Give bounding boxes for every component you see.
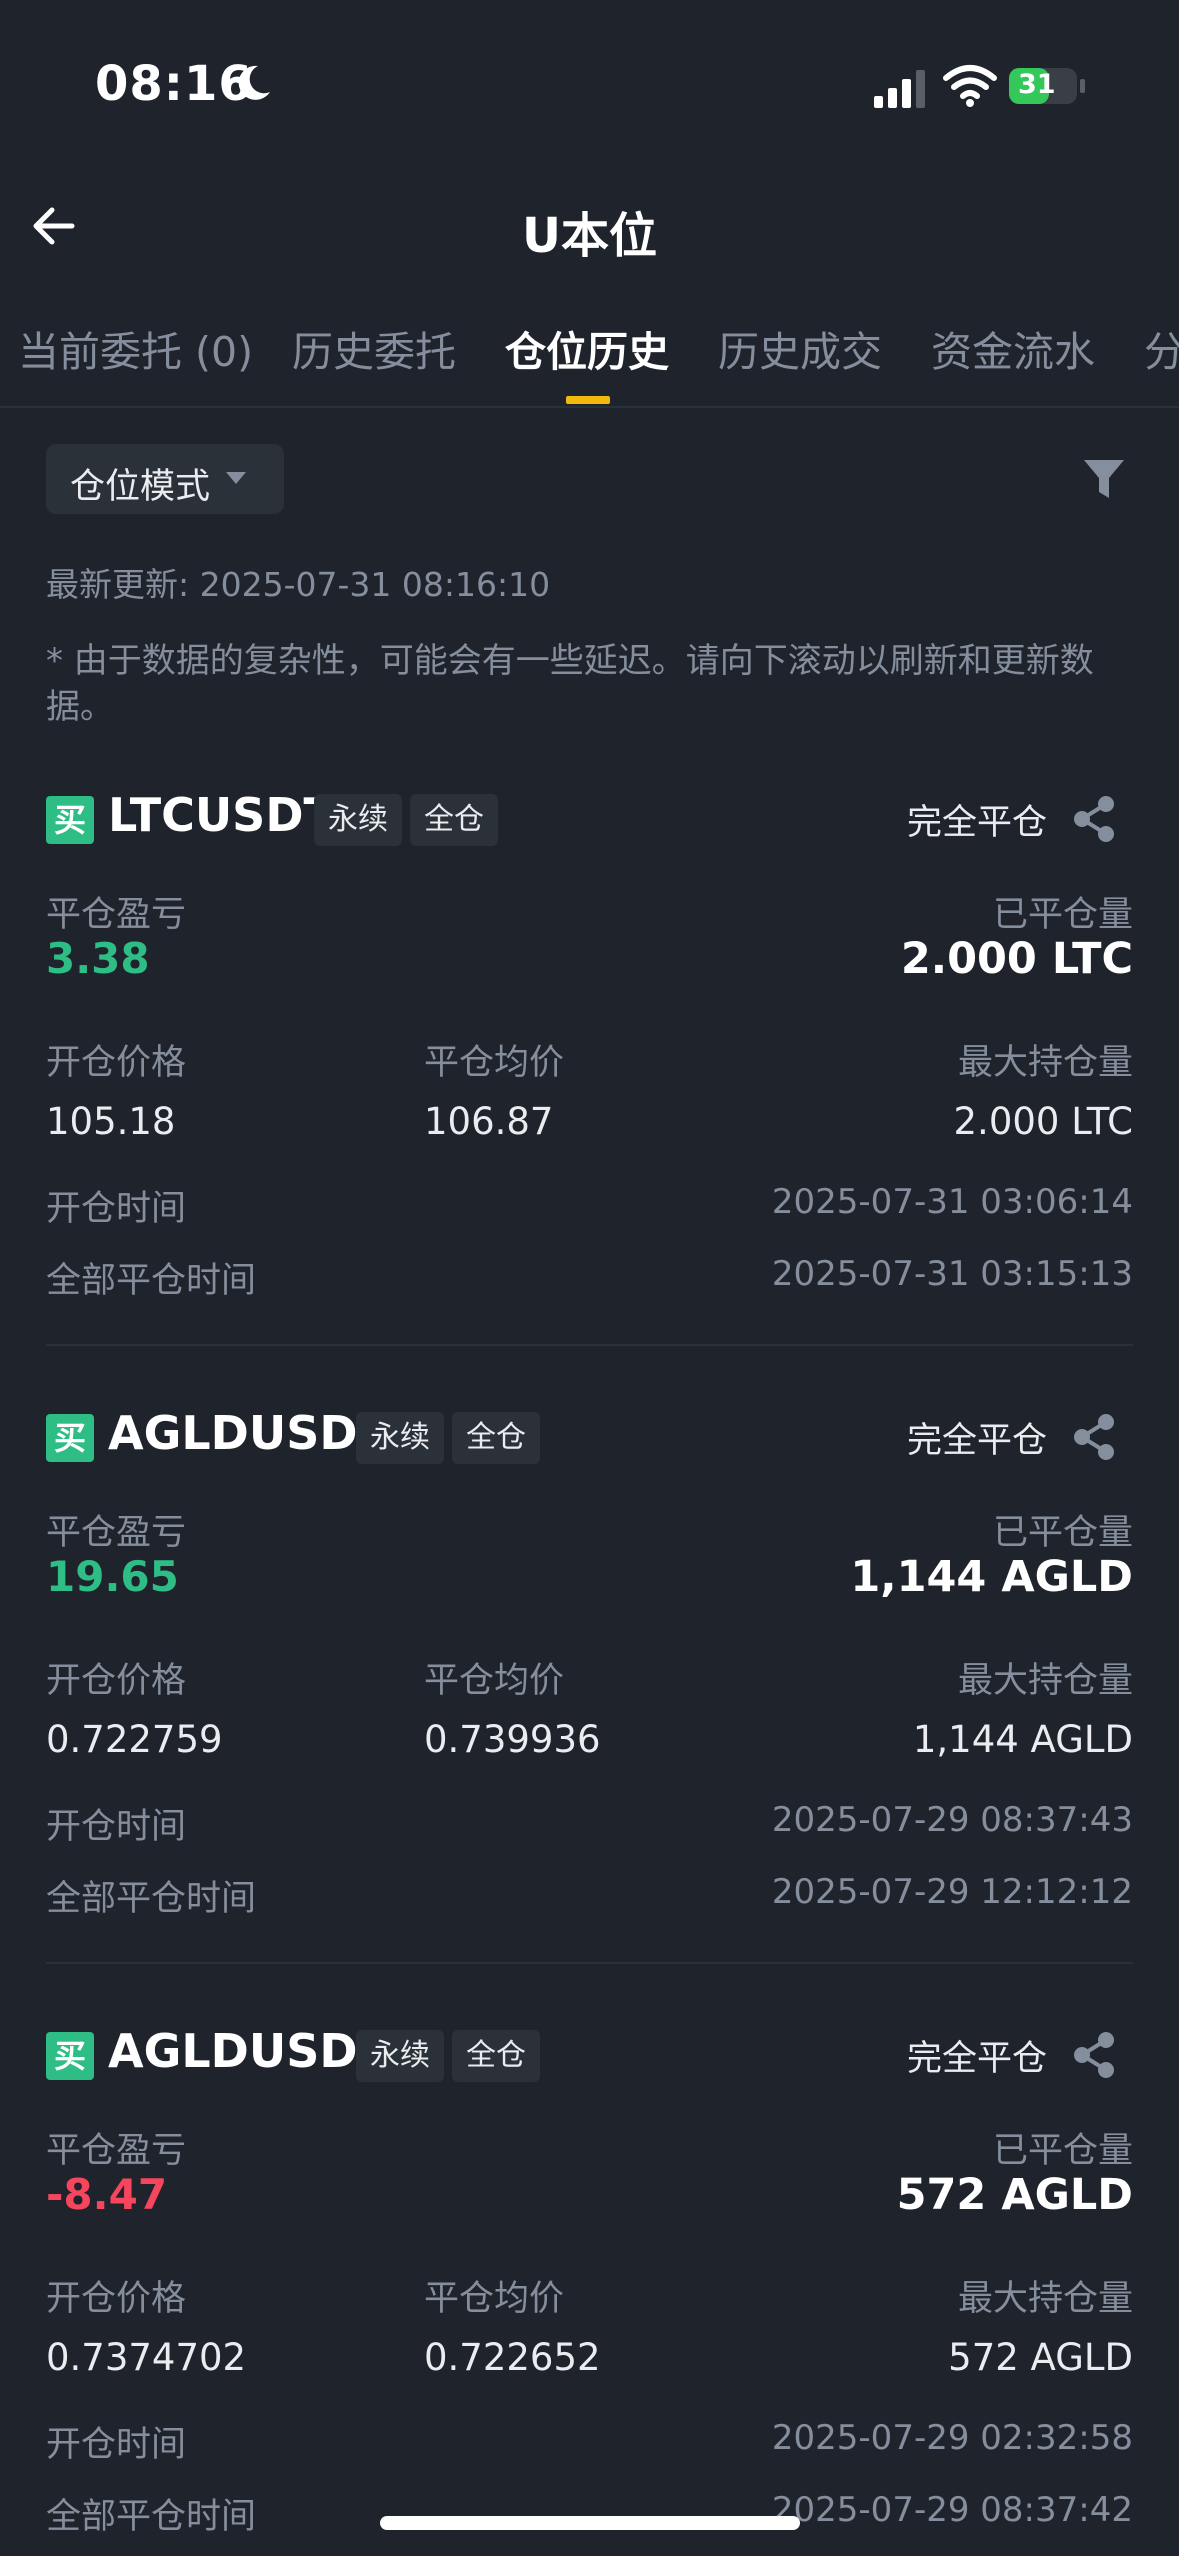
- pnl-label: 平仓盈亏: [46, 895, 187, 935]
- close-time: 2025-07-31 03:15:13: [771, 1254, 1133, 1294]
- open-price-label: 开仓价格: [46, 1661, 187, 1701]
- max-qty-label: 最大持仓量: [957, 2279, 1133, 2319]
- divider: [0, 406, 1179, 408]
- max-qty-label: 最大持仓量: [957, 1043, 1133, 1083]
- close-avg-price: 106.87: [424, 1100, 554, 1143]
- tab-transaction-history[interactable]: 资金流水: [931, 328, 1095, 376]
- close-avg-label: 平仓均价: [424, 1661, 565, 1701]
- battery-icon: 31: [1008, 66, 1088, 106]
- max-position-qty: 2.000 LTC: [953, 1100, 1133, 1143]
- share-icon[interactable]: [1070, 1412, 1118, 1462]
- symbol: AGLDUSDT: [108, 2024, 389, 2078]
- wifi-icon: [943, 65, 997, 107]
- close-time-label: 全部平仓时间: [46, 1879, 257, 1919]
- open-time: 2025-07-29 02:32:58: [771, 2418, 1133, 2458]
- close-status: 完全平仓: [906, 1421, 1047, 1461]
- close-time: 2025-07-29 08:37:42: [771, 2490, 1133, 2530]
- open-time-label: 开仓时间: [46, 1189, 187, 1229]
- status-time: 08:16: [95, 56, 253, 112]
- close-time: 2025-07-29 12:12:12: [771, 1872, 1133, 1912]
- close-avg-price: 0.739936: [424, 1718, 601, 1761]
- back-arrow-icon[interactable]: [28, 200, 80, 252]
- buy-badge: 买: [46, 796, 94, 844]
- tab-trade-history[interactable]: 历史成交: [718, 328, 882, 376]
- tab-more[interactable]: 分: [1144, 328, 1179, 376]
- card-divider: [46, 1344, 1133, 1346]
- close-time-label: 全部平仓时间: [46, 2497, 257, 2537]
- open-price: 0.7374702: [46, 2336, 247, 2379]
- tab-current-orders[interactable]: 当前委托 (0): [18, 328, 254, 376]
- close-status: 完全平仓: [906, 803, 1047, 843]
- share-icon[interactable]: [1070, 2030, 1118, 2080]
- open-time-label: 开仓时间: [46, 2425, 187, 2465]
- closed-qty-label: 已平仓量: [992, 895, 1133, 935]
- buy-badge: 买: [46, 1414, 94, 1462]
- tab-bar: 当前委托 (0) 历史委托 仓位历史 历史成交 资金流水 分: [0, 318, 1179, 408]
- close-avg-price: 0.722652: [424, 2336, 601, 2379]
- open-time-label: 开仓时间: [46, 1807, 187, 1847]
- closed-qty-label: 已平仓量: [992, 2131, 1133, 2171]
- position-card[interactable]: 买 AGLDUSDT 永续 全仓 完全平仓 平仓盈亏 已平仓量 -8.47 57…: [0, 2012, 1179, 2556]
- cellular-signal-icon: [874, 70, 925, 108]
- max-position-qty: 1,144 AGLD: [912, 1718, 1133, 1761]
- closed-quantity: 572 AGLD: [896, 2170, 1133, 2220]
- open-price: 0.722759: [46, 1718, 223, 1761]
- battery-level: 31: [1018, 69, 1056, 100]
- closed-qty-label: 已平仓量: [992, 1513, 1133, 1553]
- page-title: U本位: [522, 208, 657, 264]
- closed-quantity: 2.000 LTC: [900, 934, 1133, 984]
- open-price: 105.18: [46, 1100, 176, 1143]
- position-card[interactable]: 买 LTCUSDT 永续 全仓 完全平仓 平仓盈亏 已平仓量 3.38 2.00…: [0, 776, 1179, 1336]
- close-avg-label: 平仓均价: [424, 1043, 565, 1083]
- symbol: AGLDUSDT: [108, 1406, 389, 1460]
- close-status: 完全平仓: [906, 2039, 1047, 2079]
- share-icon[interactable]: [1070, 794, 1118, 844]
- realized-pnl: 3.38: [46, 934, 150, 983]
- tab-position-history[interactable]: 仓位历史: [505, 328, 669, 376]
- data-delay-notice: * 由于数据的复杂性，可能会有一些延迟。请向下滚动以刷新和更新数据。: [46, 641, 1094, 727]
- filter-icon[interactable]: [1082, 456, 1126, 502]
- close-avg-label: 平仓均价: [424, 2279, 565, 2319]
- position-card[interactable]: 买 AGLDUSDT 永续 全仓 完全平仓 平仓盈亏 已平仓量 19.65 1,…: [0, 1394, 1179, 1954]
- caret-down-icon: [226, 472, 246, 484]
- position-mode-dropdown[interactable]: 仓位模式: [46, 444, 284, 514]
- pnl-label: 平仓盈亏: [46, 1513, 187, 1553]
- cross-margin-tag: 全仓: [452, 2030, 540, 2082]
- open-time: 2025-07-29 08:37:43: [771, 1800, 1133, 1840]
- card-divider: [46, 1962, 1133, 1964]
- status-bar: 08:16 31: [0, 0, 1179, 170]
- realized-pnl: 19.65: [46, 1552, 179, 1601]
- perpetual-tag: 永续: [356, 1412, 444, 1464]
- position-mode-label: 仓位模式: [70, 467, 211, 507]
- tab-order-history[interactable]: 历史委托: [292, 328, 456, 376]
- open-price-label: 开仓价格: [46, 1043, 187, 1083]
- home-indicator[interactable]: [380, 2516, 800, 2530]
- realized-pnl: -8.47: [46, 2170, 168, 2219]
- perpetual-tag: 永续: [314, 794, 402, 846]
- last-updated-text: 最新更新: 2025-07-31 08:16:10: [46, 565, 551, 604]
- pnl-label: 平仓盈亏: [46, 2131, 187, 2171]
- max-qty-label: 最大持仓量: [957, 1661, 1133, 1701]
- symbol: LTCUSDT: [108, 788, 335, 842]
- cross-margin-tag: 全仓: [410, 794, 498, 846]
- perpetual-tag: 永续: [356, 2030, 444, 2082]
- cross-margin-tag: 全仓: [452, 1412, 540, 1464]
- closed-quantity: 1,144 AGLD: [850, 1552, 1133, 1602]
- close-time-label: 全部平仓时间: [46, 1261, 257, 1301]
- active-tab-indicator: [566, 396, 610, 404]
- open-time: 2025-07-31 03:06:14: [771, 1182, 1133, 1222]
- max-position-qty: 572 AGLD: [948, 2336, 1133, 2379]
- moon-icon: [238, 65, 270, 100]
- buy-badge: 买: [46, 2032, 94, 2080]
- open-price-label: 开仓价格: [46, 2279, 187, 2319]
